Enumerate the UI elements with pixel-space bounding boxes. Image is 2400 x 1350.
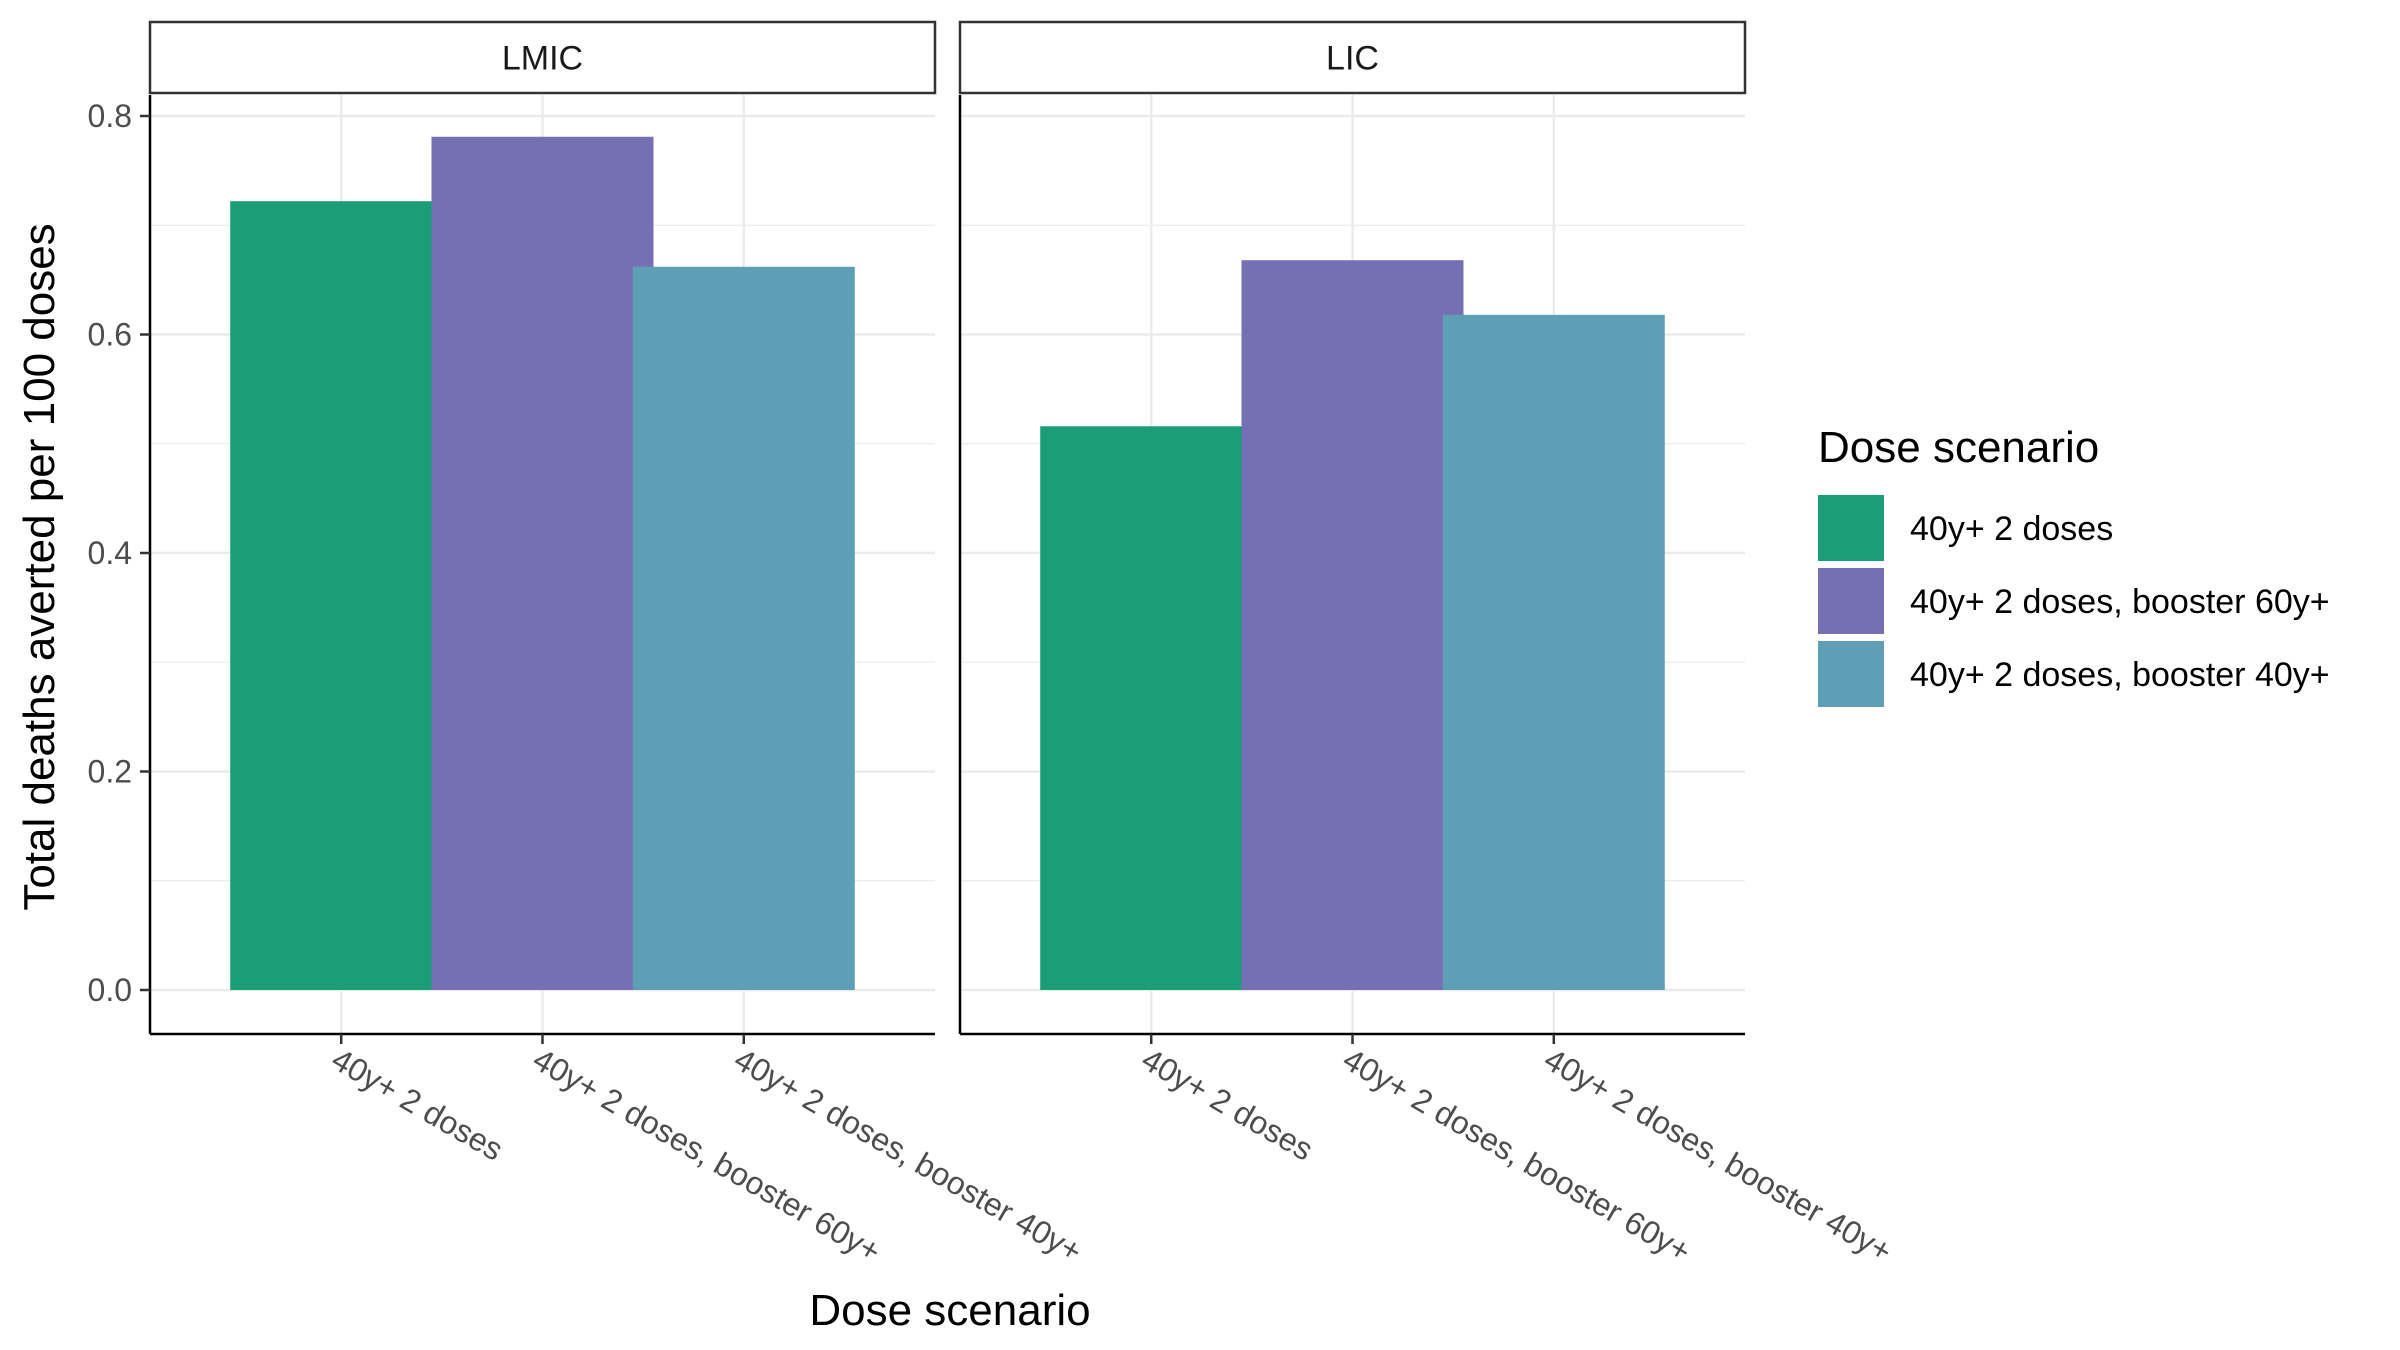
facet-strip — [958, 20, 1747, 95]
y-tick-label: 0.8 — [88, 98, 132, 134]
facet-strip-label: LMIC — [502, 40, 583, 78]
legend-label: 40y+ 2 doses, booster 60y+ — [1910, 583, 2330, 621]
legend-swatch — [1818, 495, 1884, 561]
facet-panel-lmic: LMIC 40y+ 2 doses 40y+ 2 doses, booster 60… — [148, 20, 1088, 1270]
y-tick-label: 0.0 — [88, 972, 132, 1008]
x-tick-label: 40y+ 2 doses, booster 40y+ — [728, 1041, 1088, 1270]
y-tick-label: 0.2 — [88, 754, 132, 790]
legend-title: Dose scenario — [1818, 423, 2099, 472]
x-tick-label: 40y+ 2 doses, booster 60y+ — [1337, 1041, 1697, 1270]
bar-lmic-2 — [431, 136, 654, 990]
bar-lic-2 — [1241, 260, 1464, 991]
legend-swatch — [1818, 568, 1884, 634]
bar-lmic-1 — [230, 201, 453, 991]
y-tick-label: 0.4 — [88, 535, 132, 571]
x-axis-title: Dose scenario — [809, 1286, 1090, 1335]
y-axis-title: Total deaths averted per 100 doses — [15, 223, 64, 910]
facet-strip-label: LIC — [1326, 40, 1379, 78]
x-tick-label: 40y+ 2 doses, booster 60y+ — [527, 1041, 887, 1270]
y-axis: 0.0 0.2 0.4 0.6 0.8 — [88, 98, 150, 1008]
facet-panel-lic: LIC 40y+ 2 doses 40y+ 2 doses, booster 60y… — [958, 20, 1898, 1270]
bar-lic-1 — [1040, 426, 1263, 990]
facet-strip — [148, 20, 937, 95]
legend-swatch — [1818, 641, 1884, 707]
x-tick-label: 40y+ 2 doses — [326, 1041, 510, 1168]
bar-lic-3 — [1442, 314, 1665, 991]
legend-label: 40y+ 2 doses, booster 40y+ — [1910, 656, 2330, 694]
x-tick-label: 40y+ 2 doses, booster 40y+ — [1538, 1041, 1898, 1270]
x-tick-label: 40y+ 2 doses — [1136, 1041, 1320, 1168]
legend-items: 40y+ 2 doses 40y+ 2 doses, booster 60y+ 40… — [1818, 495, 2330, 707]
legend-label: 40y+ 2 doses — [1910, 510, 2113, 548]
y-tick-label: 0.6 — [88, 317, 132, 353]
legend: Dose scenario 40y+ 2 doses 40y+ 2 doses, … — [1818, 423, 2330, 707]
bar-lmic-3 — [632, 266, 855, 990]
